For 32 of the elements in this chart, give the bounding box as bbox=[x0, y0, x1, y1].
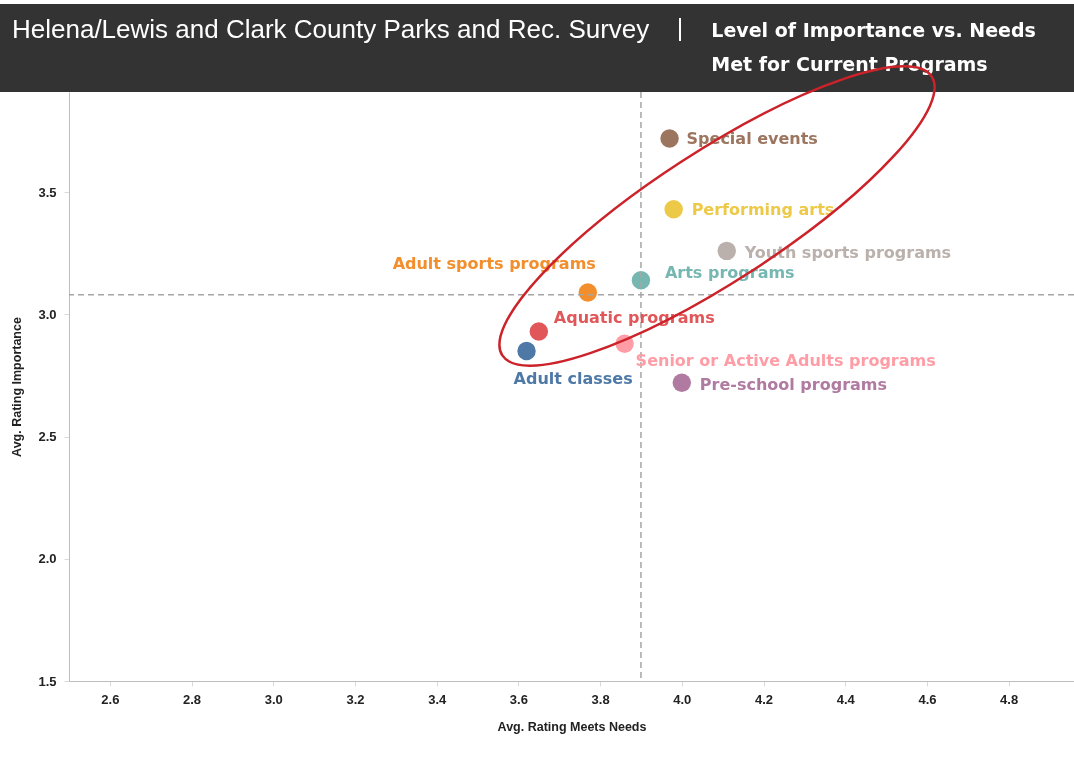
x-tick-label: 4.0 bbox=[673, 691, 692, 707]
series-label: Performing arts bbox=[691, 200, 835, 220]
y-axis-title: Avg. Rating Importance bbox=[10, 317, 25, 457]
x-tick-label: 4.8 bbox=[1000, 691, 1019, 707]
x-tick-label: 2.8 bbox=[183, 691, 202, 707]
x-tick-label: 3.8 bbox=[591, 691, 610, 707]
chart-subtitle: Level of Importance vs. Needs Met for Current Programs bbox=[711, 18, 1037, 77]
x-tick-label: 2.6 bbox=[101, 691, 120, 707]
x-tick-label: 4.2 bbox=[754, 691, 774, 707]
y-tick-label: 1.5 bbox=[38, 673, 57, 689]
y-tick-label: 2.5 bbox=[38, 429, 57, 445]
x-tick-label: 3.2 bbox=[346, 691, 365, 707]
point bbox=[664, 200, 683, 219]
point bbox=[529, 322, 549, 341]
point bbox=[660, 129, 679, 148]
y-tick-label: 3.5 bbox=[38, 184, 57, 200]
point bbox=[672, 373, 692, 393]
x-axis-title: Avg. Rating Meets Needs bbox=[497, 719, 647, 734]
series-label: Senior or Active Adults programs bbox=[635, 350, 936, 370]
point bbox=[631, 270, 651, 290]
series-label: Adult classes bbox=[513, 369, 633, 389]
y-tick-label: 2.0 bbox=[38, 551, 57, 567]
x-tick-label: 4.4 bbox=[836, 691, 856, 707]
x-tick-label: 3.6 bbox=[509, 691, 528, 707]
x-tick-label: 4.6 bbox=[918, 691, 937, 707]
point bbox=[517, 341, 536, 361]
series-label: Pre-school programs bbox=[699, 374, 888, 394]
point bbox=[717, 241, 736, 261]
x-tick-label: 3.4 bbox=[428, 691, 447, 707]
y-tick-label: 3.0 bbox=[38, 306, 57, 322]
x-tick-label: 3.0 bbox=[264, 691, 283, 707]
chart-title: Helena/Lewis and Clark County Parks and Rec. Survey bbox=[12, 14, 650, 44]
